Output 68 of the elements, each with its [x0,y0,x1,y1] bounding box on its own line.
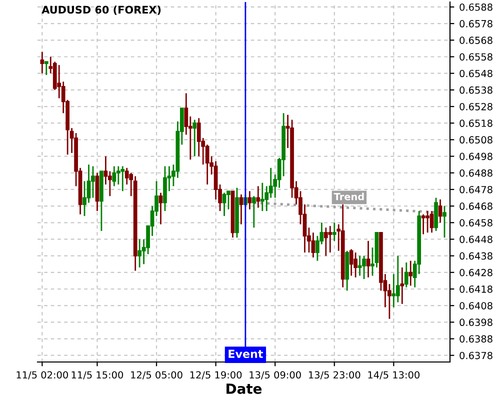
y-tick-label: 0.6538 [460,86,492,94]
x-axis-title: Date [226,384,262,394]
ref-line-label: Event [228,350,263,358]
candlestick [112,166,116,187]
y-tick-label: 0.6388 [460,335,492,343]
candlestick [120,166,125,192]
x-tick-label: 11/5 02:00 [16,371,68,380]
candlestick [421,214,426,235]
candlestick [248,190,252,210]
candlestick [358,255,362,276]
candlestick [260,182,264,212]
candlestick [362,255,366,280]
y-tick-label: 0.6488 [460,169,492,177]
candlestick [328,225,332,254]
y-tick-label: 0.6588 [460,3,492,11]
candlestick [400,266,404,305]
y-tick-label: 0.6438 [460,252,492,260]
candlestick [44,61,48,76]
candlestick [438,198,442,224]
y-tick-label: 0.6418 [460,285,492,293]
y-tick-label: 0.6528 [460,102,492,110]
candlestick [239,194,244,225]
candlestick [192,119,197,157]
candlestick [91,166,95,198]
y-tick-label: 0.6478 [460,186,492,194]
candlestick [311,232,316,258]
candlestick [40,51,44,74]
candlestick [370,246,374,276]
x-tick-label: 13/5 23:00 [308,371,360,380]
y-tick-label: 0.6508 [460,136,492,144]
candlestick [442,205,446,238]
candlestick [354,252,358,278]
y-tick-label: 0.6468 [460,202,492,210]
y-tick-label: 0.6408 [460,302,492,310]
x-tick-label: 13/5 09:00 [250,371,301,380]
x-tick-label: 12/5 05:00 [131,371,182,380]
candlestick [256,185,260,208]
y-tick-label: 0.6568 [460,36,492,44]
x-tick-label: 11/5 15:00 [72,371,124,380]
candlestick [138,238,142,268]
candlestick [392,273,396,308]
y-tick-label: 0.6578 [460,20,492,28]
candlestick [324,226,328,257]
candlestick [408,260,413,286]
series-label: Trend [334,192,364,200]
candlestick [158,192,163,225]
x-tick-label: 12/5 19:00 [190,371,242,380]
y-tick-label: 0.6448 [460,236,492,244]
candlestick [430,210,434,234]
candlestick [349,248,354,276]
chart-title: AUDUSD 60 (FOREX) [42,6,161,15]
candlestick [426,210,430,234]
y-tick-label: 0.6548 [460,70,492,78]
candlestick [332,222,336,242]
y-tick-label: 0.6458 [460,219,492,226]
candlestick [404,262,408,288]
candlestick [366,240,370,278]
x-tick-label: 14/5 13:00 [368,371,420,380]
candlestick [86,164,91,204]
candlestick [222,192,226,217]
y-tick-label: 0.6518 [460,120,492,127]
y-tick-label: 0.6428 [460,268,492,276]
y-tick-label: 0.6398 [460,318,492,326]
y-tick-label: 0.6558 [460,53,492,61]
candlestick [214,160,218,200]
y-tick-label: 0.6378 [460,352,492,360]
candlestick [252,195,256,228]
y-tick-label: 0.6498 [460,152,492,160]
